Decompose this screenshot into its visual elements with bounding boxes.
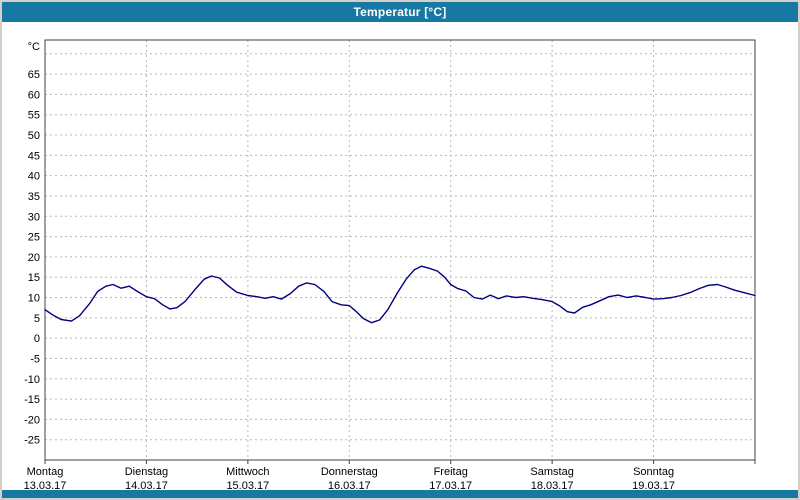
- temperature-line-chart: 65605550454035302520151050-5-10-15-20-25…: [24, 39, 756, 490]
- x-axis-day-label: Dienstag: [125, 466, 168, 478]
- y-axis-tick-label: 55: [28, 110, 40, 122]
- y-axis-unit-label: °C: [28, 41, 40, 53]
- x-axis-day-label: Freitag: [434, 466, 468, 478]
- y-axis-tick-label: 60: [28, 89, 40, 101]
- y-axis-tick-label: -25: [24, 435, 40, 447]
- y-axis-tick-label: 0: [34, 333, 40, 345]
- x-axis-day-label: Donnerstag: [321, 466, 378, 478]
- x-axis-date-label: 14.03.17: [125, 480, 168, 490]
- x-axis-day-label: Samstag: [530, 466, 573, 478]
- y-axis-tick-label: -20: [24, 414, 40, 426]
- y-axis-tick-label: 15: [28, 272, 40, 284]
- x-axis-date-label: 18.03.17: [531, 480, 574, 490]
- y-axis-tick-label: 50: [28, 130, 40, 142]
- y-axis-tick-label: 30: [28, 211, 40, 223]
- window-title: Temperatur [°C]: [353, 5, 447, 19]
- x-axis-day-label: Sonntag: [633, 466, 674, 478]
- chart-panel: 65 60 55 50 45 40 35 30 25 20 15 10 5 0 -5 -10 -15 -20 -25…: [2, 22, 798, 490]
- x-axis-date-label: 15.03.17: [226, 480, 269, 490]
- y-axis-tick-label: 45: [28, 150, 40, 162]
- y-axis-tick-label: 5: [34, 313, 40, 325]
- y-axis-tick-label: -5: [30, 353, 40, 365]
- x-axis-date-label: 19.03.17: [632, 480, 675, 490]
- y-axis-tick-label: 40: [28, 171, 40, 183]
- y-axis-tick-label: 25: [28, 232, 40, 244]
- window-bottombar: [2, 490, 798, 498]
- temperature-series-line: [44, 265, 756, 324]
- window-titlebar[interactable]: Temperatur [°C]: [2, 2, 798, 22]
- x-axis-date-label: 17.03.17: [429, 480, 472, 490]
- y-axis-tick-label: 20: [28, 252, 40, 264]
- y-axis-tick-label: 35: [28, 191, 40, 203]
- y-axis-tick-label: -15: [24, 394, 40, 406]
- x-axis-day-label: Mittwoch: [226, 466, 269, 478]
- y-axis-tick-label: -10: [24, 374, 40, 386]
- y-axis-tick-label: 65: [28, 69, 40, 81]
- x-axis-day-label: Montag: [27, 466, 64, 478]
- x-axis-date-label: 13.03.17: [24, 480, 67, 490]
- y-axis-tick-label: 10: [28, 293, 40, 305]
- x-axis-date-label: 16.03.17: [328, 480, 371, 490]
